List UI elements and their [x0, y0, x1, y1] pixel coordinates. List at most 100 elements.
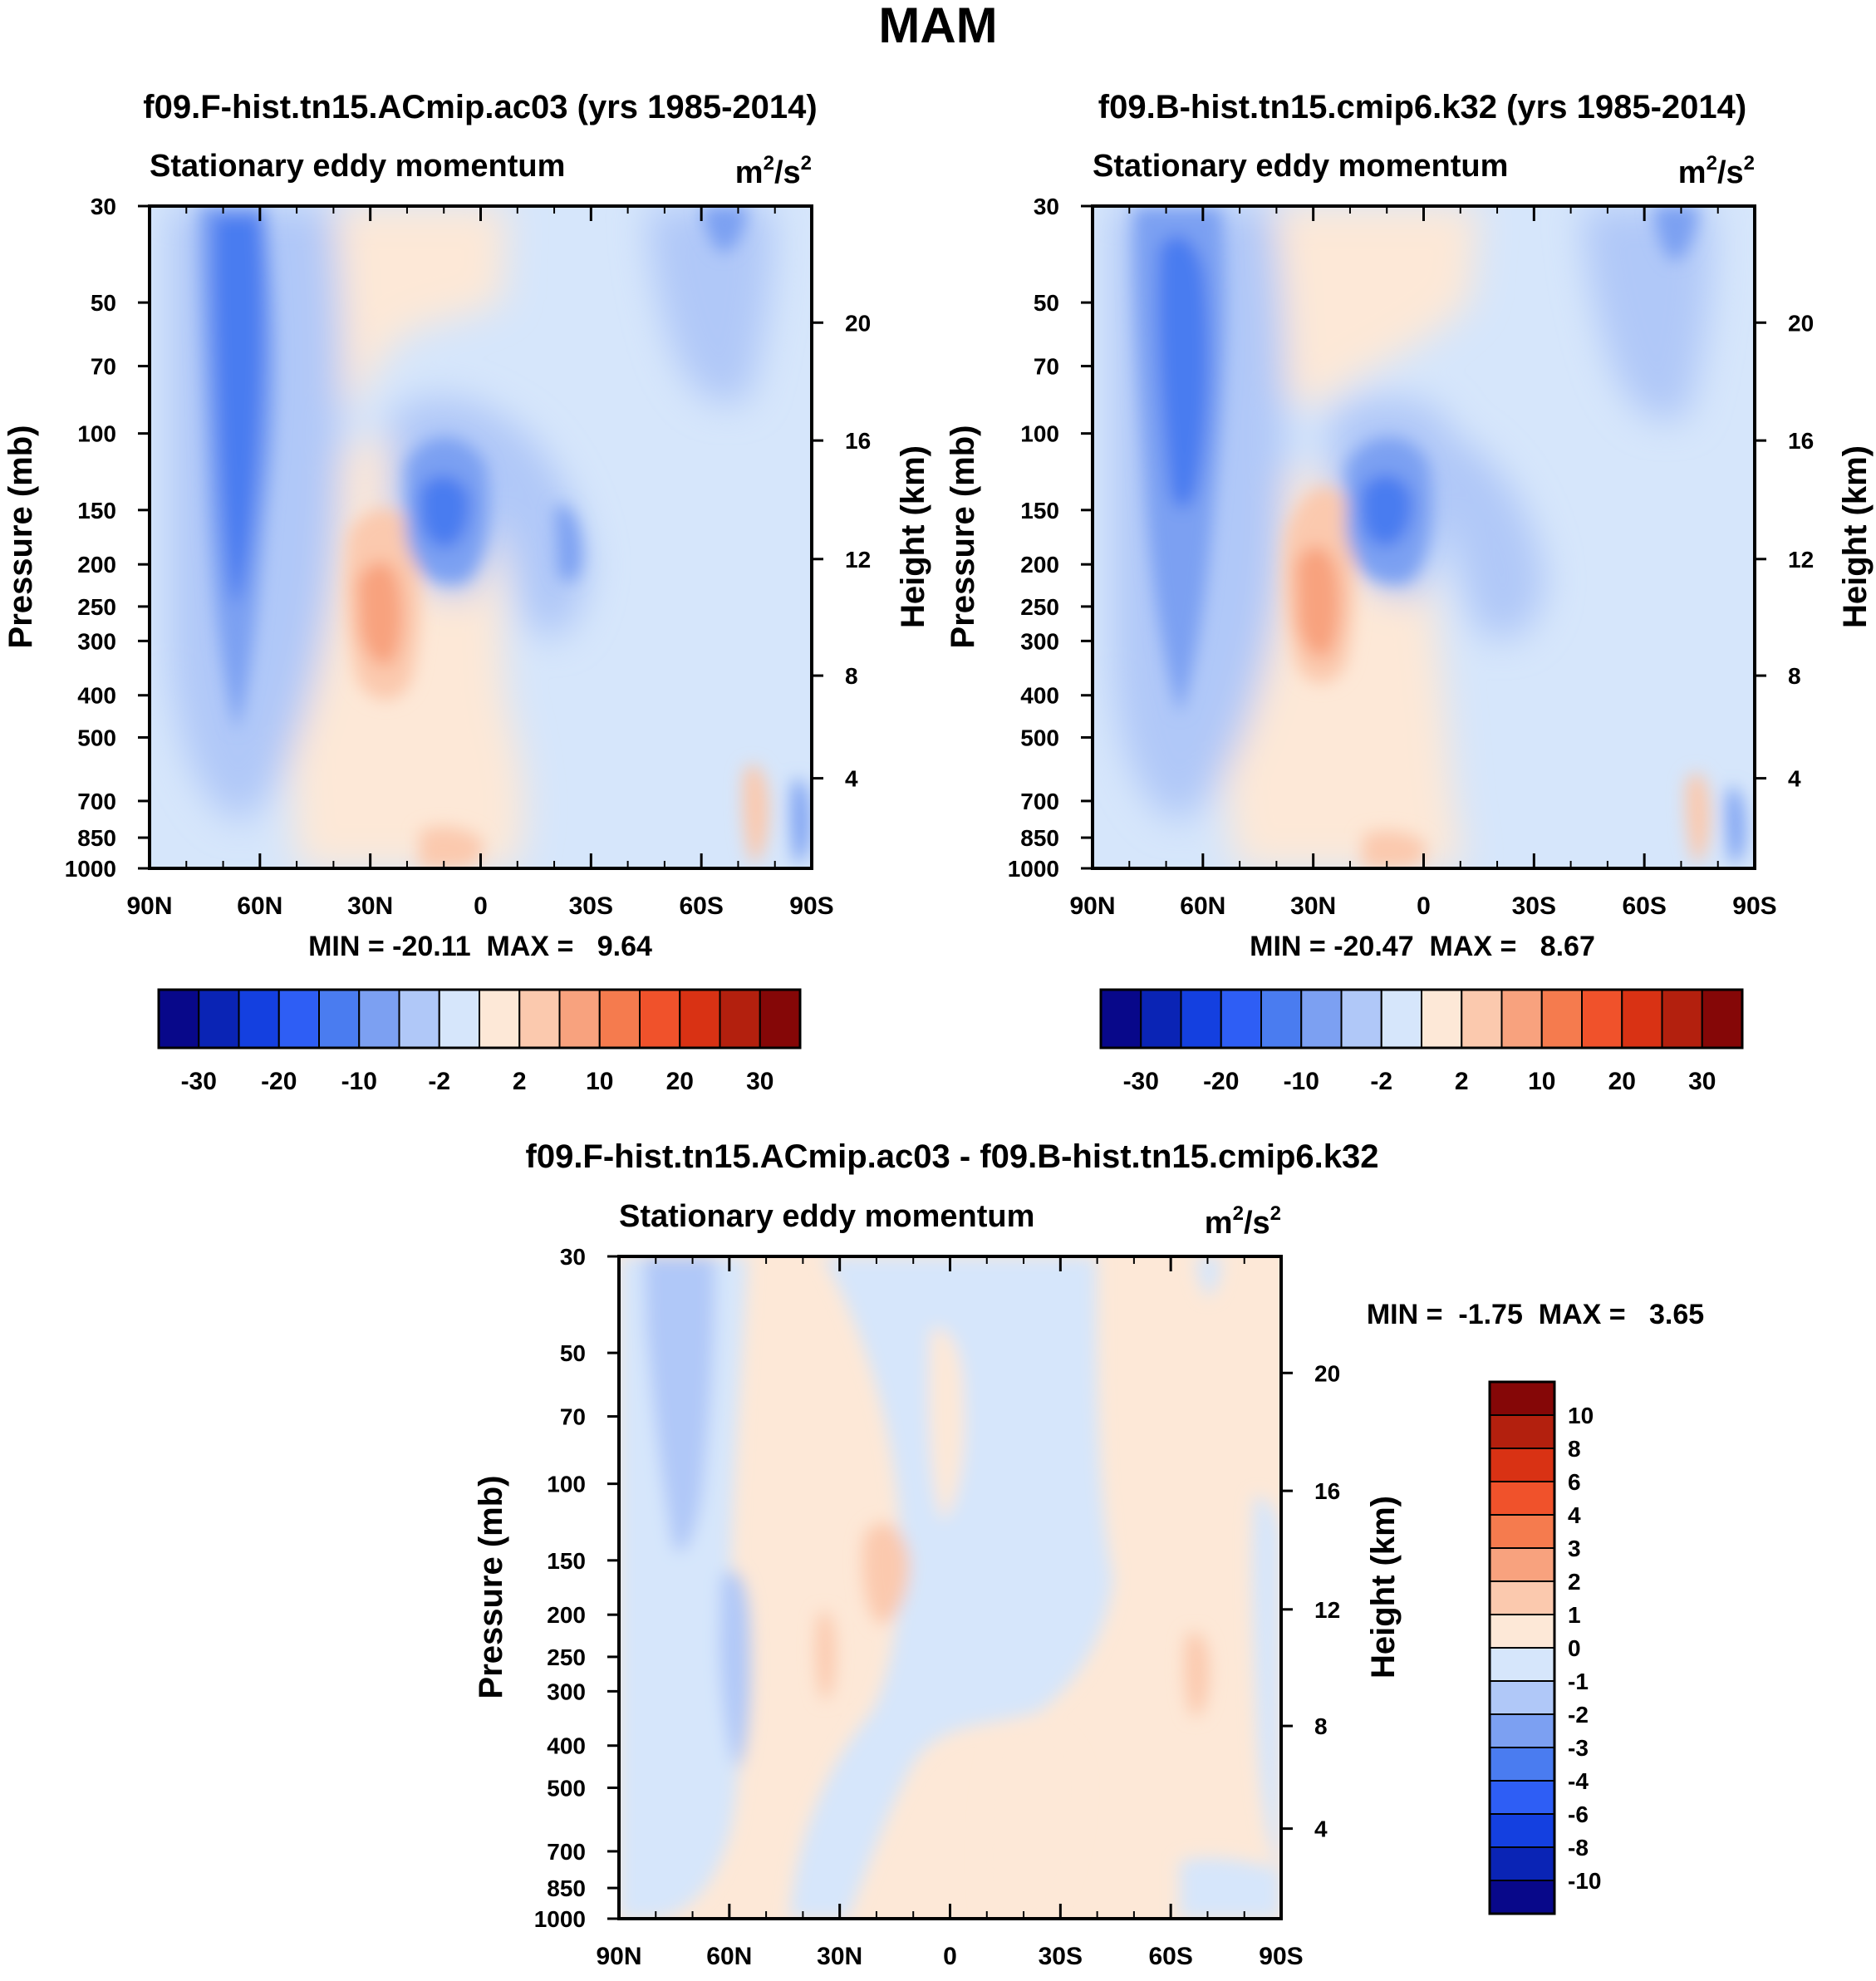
y-tick-label: 400: [77, 683, 116, 709]
x-tick-label: 30N: [1290, 892, 1336, 920]
panel-1-negative-south-inner: [555, 505, 582, 583]
colorbar-label: -8: [1568, 1835, 1589, 1861]
panel-2-negative-polar-south: [1583, 206, 1712, 421]
x-tick-label: 30S: [1039, 1943, 1083, 1970]
y-tick-label: 850: [1020, 825, 1059, 851]
colorbar-frame: [1488, 1380, 1556, 1915]
colorbar-box: [1220, 989, 1262, 1049]
y-tick-label: 150: [547, 1548, 586, 1574]
colorbar-box: [1489, 1448, 1555, 1482]
panel-1-axes: 90N 60N 30N 0 30S 60S 90S 30 50 70 100 150 200 250 300…: [65, 194, 871, 920]
panel-1-surface-positive: [742, 764, 769, 864]
colorbar-frame: [1099, 988, 1744, 1049]
y-tick-label: 250: [77, 594, 116, 620]
y-tick-label: 100: [77, 421, 116, 447]
colorbar-label: -10: [1284, 1068, 1319, 1095]
y-tick-label: 200: [1020, 552, 1059, 578]
colorbar-box: [1300, 989, 1343, 1049]
panel-3: f09.F-hist.tn15.ACmip.ac03 - f09.B-hist.…: [473, 1138, 1704, 1970]
y-tick-label: 150: [1020, 498, 1059, 524]
y-tick-label: 850: [547, 1875, 586, 1901]
colorbar-label: 8: [1568, 1436, 1581, 1462]
panel-1-title: f09.F-hist.tn15.ACmip.ac03 (yrs 1985-201…: [143, 89, 817, 125]
panel-1-negative-polar-inner: [702, 206, 748, 253]
colorbar-label: -2: [1568, 1702, 1589, 1728]
panel-3-positive-35n: [816, 1611, 835, 1700]
panel-1-negative-south: [498, 415, 590, 638]
y2-tick-label: 16: [1314, 1478, 1340, 1504]
panel-3-ylabel: Pressure (mb): [473, 1476, 509, 1699]
y2-tick-label: 12: [1314, 1597, 1340, 1623]
y2-tick-label: 16: [845, 428, 871, 454]
y2-tick-label: 12: [1788, 547, 1814, 573]
colorbar-box: [1489, 1846, 1555, 1881]
colorbar-label: 6: [1568, 1469, 1581, 1495]
y2-tick-label: 8: [1788, 663, 1801, 689]
panel-1-units: m2/s2: [735, 152, 812, 190]
x-tick-label: 60S: [1148, 1943, 1192, 1970]
colorbar-label: -10: [1568, 1868, 1601, 1894]
colorbar-box: [1489, 1647, 1555, 1682]
panel-1-y2label: Height (km): [895, 445, 931, 628]
y-tick-label: 250: [547, 1644, 586, 1670]
panel-2-surface-negative: [1726, 787, 1745, 864]
y2-tick-label: 8: [1314, 1713, 1328, 1739]
panel-3-title: f09.F-hist.tn15.ACmip.ac03 - f09.B-hist.…: [526, 1138, 1379, 1175]
x-tick-label: 0: [943, 1943, 957, 1970]
y-tick-label: 250: [1020, 594, 1059, 620]
y2-tick-label: 20: [845, 310, 871, 336]
panel-2-units: m2/s2: [1678, 152, 1755, 190]
colorbar-label: 1: [1568, 1602, 1581, 1628]
x-tick-label: 60S: [1622, 892, 1666, 920]
colorbar-box: [1540, 989, 1583, 1049]
colorbar-box: [1489, 1880, 1555, 1915]
colorbar-box: [1489, 1713, 1555, 1748]
panel-2-negative-eq-inner: [1361, 474, 1413, 548]
colorbar-box: [318, 989, 361, 1049]
colorbar-label: -30: [1123, 1068, 1159, 1095]
y-tick-label: 100: [547, 1472, 586, 1497]
panel-3-left-string: Stationary eddy momentum: [619, 1199, 1034, 1234]
panel-3-negative-polar-edge: [1252, 1496, 1281, 1870]
colorbar-frame: [157, 988, 802, 1049]
colorbar-box: [1489, 1580, 1555, 1615]
colorbar-box: [1489, 1813, 1555, 1848]
panel-1-ylabel: Pressure (mb): [2, 425, 39, 649]
panel-3-positive-central: [929, 1328, 965, 1521]
y2-tick-label: 4: [1788, 766, 1801, 792]
panel-1-surface-positive-2: [420, 826, 484, 868]
panel-3-units: m2/s2: [1205, 1202, 1281, 1241]
y2-tick-label: 12: [845, 547, 871, 573]
colorbar-box: [1489, 1780, 1555, 1815]
x-tick-label: 30N: [347, 892, 393, 920]
y-tick-label: 500: [77, 725, 116, 750]
y2-tick-label: 4: [1314, 1816, 1328, 1842]
colorbar-box: [198, 989, 240, 1049]
colorbar-box: [158, 989, 200, 1049]
panel-2-negative-south: [1446, 432, 1545, 640]
panel-2-field: [1093, 206, 1755, 868]
colorbar-box: [518, 989, 561, 1049]
panel-1-negative-eq-inner: [420, 474, 470, 549]
y-tick-label: 150: [77, 498, 116, 524]
colorbar-main-2: -30 -20 -10 -2 2 10 20 30: [1099, 988, 1744, 1095]
y-tick-label: 700: [1020, 789, 1059, 814]
x-tick-label: 60N: [706, 1943, 752, 1970]
y-tick-label: 300: [77, 628, 116, 654]
panel-3-positive-20n: [862, 1523, 910, 1625]
colorbar-label: 30: [746, 1068, 773, 1095]
colorbar-box: [238, 989, 280, 1049]
colorbar-label: 20: [1608, 1068, 1636, 1095]
colorbar-box: [1140, 989, 1182, 1049]
panel-3-y2label: Height (km): [1365, 1496, 1402, 1679]
y-tick-label: 50: [560, 1340, 586, 1366]
colorbar-box: [358, 989, 400, 1049]
colorbar-box: [438, 989, 480, 1049]
colorbar-box: [719, 989, 761, 1049]
panel-2-title: f09.B-hist.tn15.cmip6.k32 (yrs 1985-2014…: [1098, 89, 1746, 125]
x-tick-label: 0: [1417, 892, 1431, 920]
y-tick-label: 200: [547, 1602, 586, 1628]
colorbar-box: [1100, 989, 1142, 1049]
panel-2-positive-30n-inner: [1296, 545, 1340, 657]
